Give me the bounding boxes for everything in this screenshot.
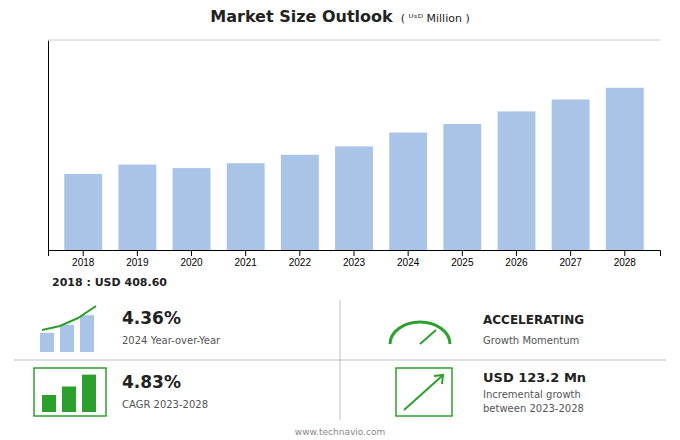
x-tick-mark — [245, 250, 246, 256]
bar — [227, 163, 265, 250]
x-tick-mark — [462, 250, 463, 256]
title: Market Size Outlook — [210, 7, 393, 26]
icon — [42, 306, 96, 330]
icons — [34, 306, 452, 416]
x-tick-mark — [408, 250, 409, 256]
annotation: 2018 : USD 408.60 — [52, 276, 167, 289]
annotation: Growth Momentum — [483, 335, 579, 346]
x-tick-label: 2021 — [235, 257, 258, 268]
x-tick-label: 2019 — [126, 257, 149, 268]
x-axis: 2018 2019 2020 2021 2022 2023 2024 2025 2026 2027… — [49, 250, 661, 268]
x-tick-label: 2018 — [72, 257, 95, 268]
x-tick-label: 2022 — [289, 257, 312, 268]
bar — [606, 88, 644, 250]
icon — [434, 375, 443, 384]
bar — [552, 100, 590, 251]
icon — [404, 376, 442, 410]
icon — [420, 330, 436, 344]
y-axis-line — [48, 41, 49, 251]
x-tick: 2020 — [180, 250, 203, 268]
x-tick-label: 2023 — [343, 257, 366, 268]
annotation: www.technavio.com — [295, 427, 385, 437]
annotation: 2024 Year-over-Year — [122, 335, 221, 346]
icon — [34, 368, 106, 416]
x-tick-mark — [137, 250, 138, 256]
bar — [389, 133, 427, 250]
x-tick-label: 2024 — [397, 257, 420, 268]
annotation: Incremental growth — [483, 389, 581, 400]
icon — [42, 395, 56, 412]
y-axis — [48, 41, 49, 251]
annotation: 4.36% — [122, 308, 181, 328]
x-tick: 2025 — [451, 250, 474, 268]
bars — [64, 88, 644, 250]
icon — [60, 325, 74, 352]
x-tick-label: 2020 — [180, 257, 203, 268]
icon — [396, 368, 452, 416]
x-tick-mark — [354, 250, 355, 256]
bar — [64, 174, 102, 250]
x-tick-mark — [516, 250, 517, 256]
bar — [443, 124, 481, 250]
icon — [62, 387, 76, 413]
x-tick-mark — [299, 250, 300, 256]
bar — [498, 111, 536, 250]
icon — [80, 315, 94, 352]
x-tick: 2018 — [72, 250, 95, 268]
icon — [82, 375, 96, 412]
annotation: 4.83% — [122, 372, 181, 392]
x-tick: 2027 — [560, 250, 583, 268]
bar — [173, 168, 211, 250]
x-tick-label: 2026 — [505, 257, 528, 268]
title-group: Market Size Outlook ( ᵁˢᴰ Million ) — [210, 7, 469, 26]
bar — [118, 165, 156, 250]
x-tick: 2024 — [397, 250, 420, 268]
chart: Market Size Outlook( ᵁˢᴰ Million )201820… — [0, 0, 680, 440]
x-axis-line — [49, 251, 661, 257]
x-tick: 2019 — [126, 250, 149, 268]
bar — [335, 146, 373, 250]
divider — [14, 360, 666, 361]
x-tick-mark — [624, 250, 625, 256]
x-tick-mark — [83, 250, 84, 256]
annotation: USD 123.2 Mn — [483, 370, 586, 385]
icon — [390, 322, 450, 344]
plot-frame-top — [48, 40, 660, 41]
x-tick: 2028 — [614, 250, 637, 268]
x-tick: 2026 — [505, 250, 528, 268]
x-tick: 2021 — [235, 250, 258, 268]
bar — [281, 155, 319, 250]
x-tick: 2022 — [289, 250, 312, 268]
x-tick: 2023 — [343, 250, 366, 268]
annotation: between 2023-2028 — [483, 403, 584, 414]
x-tick-label: 2028 — [614, 257, 637, 268]
icon — [40, 333, 54, 352]
x-tick-label: 2027 — [560, 257, 583, 268]
x-tick-mark — [570, 250, 571, 256]
x-tick-mark — [191, 250, 192, 256]
annotation: ACCELERATING — [483, 313, 584, 327]
annotation: CAGR 2023-2028 — [122, 399, 208, 410]
x-tick-label: 2025 — [451, 257, 474, 268]
subtitle: ( ᵁˢᴰ Million ) — [401, 12, 470, 25]
